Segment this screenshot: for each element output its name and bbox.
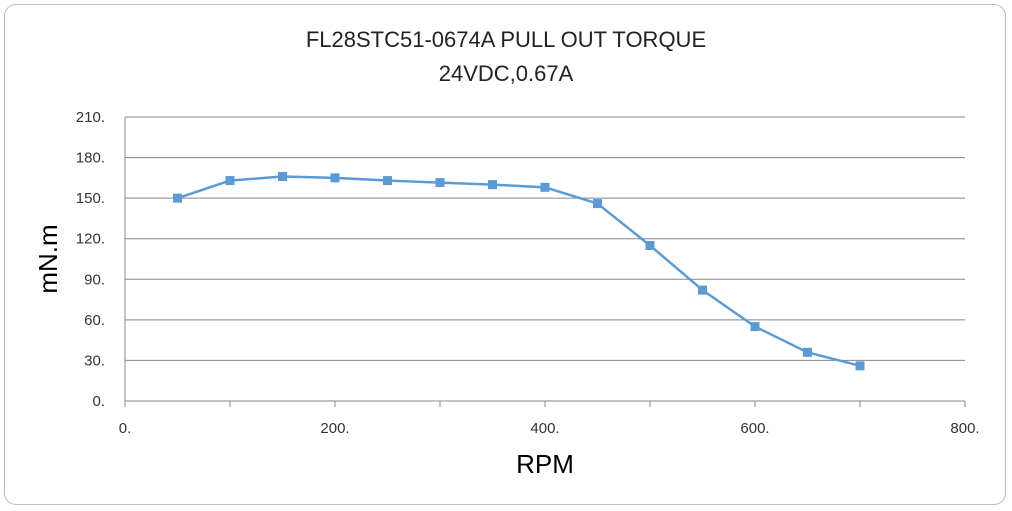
data-point	[698, 285, 707, 295]
data-point	[173, 193, 182, 203]
y-axis-title: mN.m	[33, 224, 63, 293]
chart-frame	[4, 4, 1006, 505]
x-axis-title: RPM	[516, 449, 574, 479]
series-group	[173, 172, 865, 371]
gridlines	[125, 116, 965, 402]
chart-title: FL28STC51-0674A PULL OUT TORQUE	[305, 27, 707, 52]
x-tick-label: 200.	[320, 420, 349, 437]
x-tick-label: 800.	[950, 420, 979, 437]
data-point	[435, 178, 445, 188]
y-tick-label: 30.	[84, 352, 105, 369]
y-tick-label: 180.	[76, 150, 105, 167]
data-point	[278, 172, 287, 182]
data-point	[540, 182, 550, 192]
axes	[124, 117, 966, 407]
data-point	[750, 322, 760, 332]
data-point	[488, 180, 497, 190]
series-line	[177, 175, 861, 368]
data-point	[330, 173, 340, 183]
data-point	[383, 176, 392, 186]
chart-subtitle: 24VDC,0.67A	[438, 61, 574, 86]
x-tick-label: 400.	[530, 420, 559, 437]
y-tick-label: 0.	[92, 393, 105, 410]
data-point	[645, 240, 655, 250]
y-tick-label: 210.	[76, 109, 105, 126]
y-tick-label: 150.	[76, 190, 105, 207]
data-point	[803, 347, 812, 357]
data-point	[855, 361, 865, 371]
y-tick-label: 120.	[76, 231, 105, 248]
tick-labels: 0. 30. 60. 90. 120. 150. 180. 210. 0. 200. 400. 600…	[76, 109, 980, 437]
y-tick-label: 60.	[84, 312, 105, 329]
y-tick-label: 90.	[84, 271, 105, 288]
data-point	[225, 176, 235, 186]
data-point	[593, 199, 602, 209]
x-tick-label: 600.	[740, 420, 769, 437]
x-tick-label: 0.	[119, 420, 132, 437]
